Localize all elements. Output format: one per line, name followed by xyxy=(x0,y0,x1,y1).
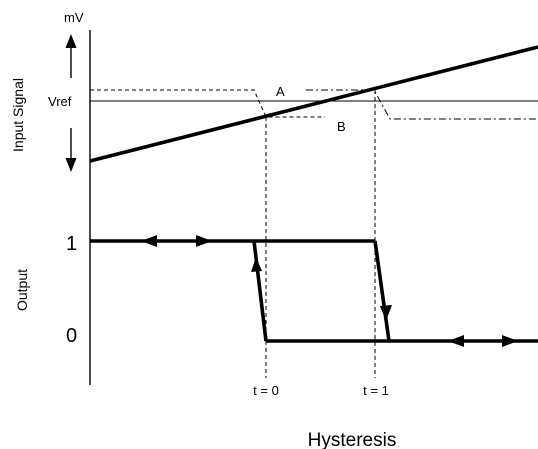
arrow-right-icon xyxy=(196,235,212,247)
t0-label: t = 0 xyxy=(253,383,279,398)
threshold-b-label: B xyxy=(337,119,346,134)
arrow-left-low-icon xyxy=(448,335,464,347)
threshold-a-label: A xyxy=(276,84,285,99)
t1-label: t = 1 xyxy=(363,383,389,398)
output-high-label: 1 xyxy=(66,233,77,255)
output-falling-edge-left xyxy=(252,240,268,342)
threshold-dashed-trace xyxy=(90,89,325,118)
output-low-label: 0 xyxy=(66,325,77,347)
arrow-left-icon xyxy=(141,235,157,247)
arrow-right-low-icon xyxy=(502,335,518,347)
down-arrow-icon xyxy=(65,128,77,172)
y-axis-label-input-signal: Input Signal xyxy=(10,78,26,152)
arrow-up-edge-icon xyxy=(251,257,262,272)
input-signal-line xyxy=(89,45,538,163)
arrow-down-edge-icon xyxy=(380,305,392,321)
output-falling-edge-right xyxy=(373,240,391,342)
vref-label: Vref xyxy=(48,94,72,109)
up-arrow-icon xyxy=(65,34,77,78)
threshold-dashdot-trace xyxy=(306,89,538,120)
y-unit-label: mV xyxy=(64,10,84,25)
diagram-caption: Hysteresis xyxy=(308,430,397,449)
y-axis-label-output: Output xyxy=(14,269,30,311)
